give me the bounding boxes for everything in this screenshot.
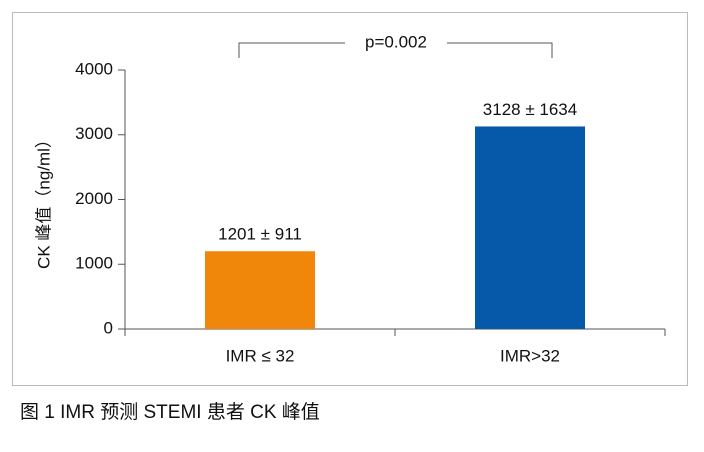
y-tick-label: 4000 <box>75 59 113 78</box>
y-tick-label: 2000 <box>75 189 113 208</box>
significance-bracket <box>238 42 553 58</box>
x-tick-label: IMR>32 <box>500 346 560 365</box>
y-axis-label: CK 峰值（ng/ml） <box>34 131 53 269</box>
value-label: 3128 ± 1634 <box>483 100 577 119</box>
bar <box>205 251 315 329</box>
x-tick-label: IMR ≤ 32 <box>226 346 295 365</box>
caption: 图 1 IMR 预测 STEMI 患者 CK 峰值 <box>20 401 320 423</box>
annotation: p=0.002 <box>365 32 427 51</box>
y-tick-label: 0 <box>104 318 113 337</box>
y-tick-label: 1000 <box>75 254 113 273</box>
value-label: 1201 ± 911 <box>218 225 302 244</box>
bar <box>475 126 585 329</box>
y-tick-label: 3000 <box>75 124 113 143</box>
chart-frame <box>12 12 688 386</box>
